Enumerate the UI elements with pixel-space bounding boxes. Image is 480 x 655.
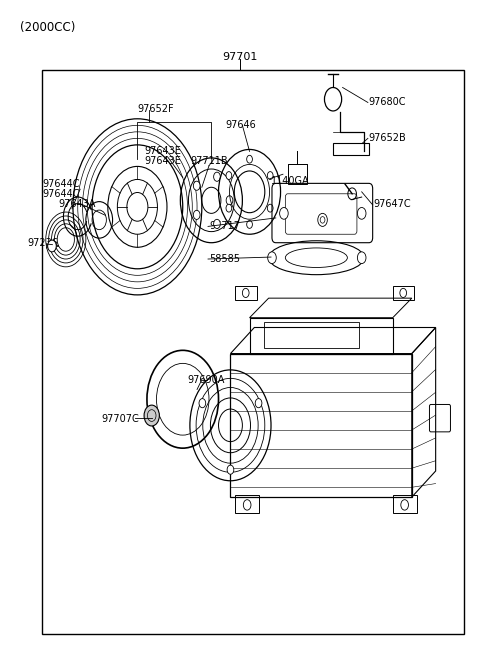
- Circle shape: [226, 204, 232, 212]
- Circle shape: [400, 288, 407, 297]
- Circle shape: [199, 399, 206, 407]
- Text: 97646: 97646: [226, 121, 256, 130]
- Text: 97644C: 97644C: [42, 189, 80, 199]
- Circle shape: [401, 500, 408, 510]
- Bar: [250, 318, 393, 354]
- Text: 97236: 97236: [28, 238, 59, 248]
- Circle shape: [267, 204, 273, 212]
- Text: 97680C: 97680C: [369, 98, 407, 107]
- Circle shape: [214, 172, 220, 181]
- Text: (2000CC): (2000CC): [21, 21, 76, 34]
- Text: 97643E: 97643E: [144, 147, 181, 157]
- Text: 58585: 58585: [209, 254, 240, 264]
- Bar: [42, 70, 464, 634]
- Text: 97643A: 97643A: [59, 198, 96, 208]
- Circle shape: [268, 252, 276, 263]
- Text: 97707C: 97707C: [102, 414, 139, 424]
- Bar: [393, 495, 417, 514]
- Circle shape: [255, 399, 262, 407]
- Text: 97644C: 97644C: [42, 179, 80, 189]
- Circle shape: [226, 196, 233, 205]
- Circle shape: [193, 210, 200, 219]
- Circle shape: [227, 465, 234, 474]
- Bar: [235, 286, 257, 300]
- Bar: [235, 495, 259, 514]
- Circle shape: [242, 288, 249, 297]
- Circle shape: [267, 172, 273, 179]
- Circle shape: [193, 181, 200, 191]
- Circle shape: [247, 155, 252, 163]
- Text: 97690A: 97690A: [188, 375, 225, 384]
- Bar: [333, 143, 369, 155]
- Text: 97652F: 97652F: [137, 104, 174, 114]
- Circle shape: [280, 208, 288, 219]
- Circle shape: [247, 221, 252, 229]
- Text: 97717: 97717: [209, 221, 240, 231]
- Text: 97711B: 97711B: [190, 156, 228, 166]
- Circle shape: [144, 405, 159, 426]
- Text: 97643E: 97643E: [144, 156, 181, 166]
- Text: 97701: 97701: [222, 52, 258, 62]
- Circle shape: [214, 219, 220, 229]
- Circle shape: [48, 240, 56, 252]
- Bar: [393, 286, 414, 300]
- Bar: [230, 354, 412, 497]
- Text: 97647C: 97647C: [373, 198, 411, 208]
- Circle shape: [358, 252, 366, 263]
- Bar: [264, 322, 360, 348]
- Text: 97652B: 97652B: [369, 134, 407, 143]
- Circle shape: [226, 172, 232, 179]
- Text: 1140GA: 1140GA: [271, 176, 310, 186]
- Bar: [288, 164, 307, 184]
- Circle shape: [243, 500, 251, 510]
- Circle shape: [358, 208, 366, 219]
